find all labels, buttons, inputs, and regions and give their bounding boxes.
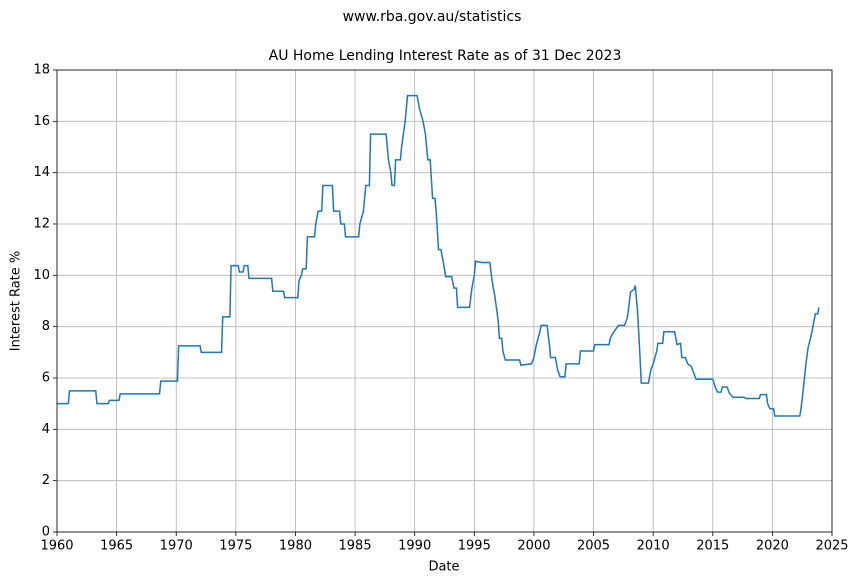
y-tick-label: 6: [42, 371, 50, 386]
x-tick-label: 2005: [577, 539, 610, 554]
y-tick-label: 8: [42, 319, 50, 334]
x-tick-label: 1980: [279, 539, 312, 554]
plot-frame: [56, 69, 833, 533]
x-tick-label: 1960: [40, 539, 73, 554]
series-line: [57, 94, 820, 417]
x-axis-label: Date: [428, 560, 459, 575]
x-tick-label: 2000: [517, 539, 550, 554]
x-tick-label: 1985: [339, 539, 372, 554]
x-tick-label: 1970: [160, 539, 193, 554]
y-tick-label: 2: [42, 473, 50, 488]
x-tick-label: 2010: [637, 539, 670, 554]
y-tick-label: 18: [33, 63, 50, 78]
x-tick-label: 1990: [398, 539, 431, 554]
chart-title: AU Home Lending Interest Rate as of 31 D…: [269, 48, 622, 64]
x-tick-label: 2025: [815, 539, 848, 554]
y-tick-label: 14: [33, 165, 50, 180]
x-tick-label: 1995: [458, 539, 491, 554]
y-tick-label: 12: [33, 217, 50, 232]
x-tick-label: 2015: [696, 539, 729, 554]
y-tick-label: 16: [33, 114, 50, 129]
x-tick-label: 1965: [100, 539, 133, 554]
y-tick-label: 0: [42, 525, 50, 540]
suptitle: www.rba.gov.au/statistics: [343, 9, 522, 25]
x-tick-label: 1975: [219, 539, 252, 554]
y-tick-label: 4: [42, 422, 50, 437]
y-tick-label: 10: [33, 268, 50, 283]
x-tick-label: 2020: [756, 539, 789, 554]
y-axis-label: Interest Rate %: [9, 251, 24, 352]
